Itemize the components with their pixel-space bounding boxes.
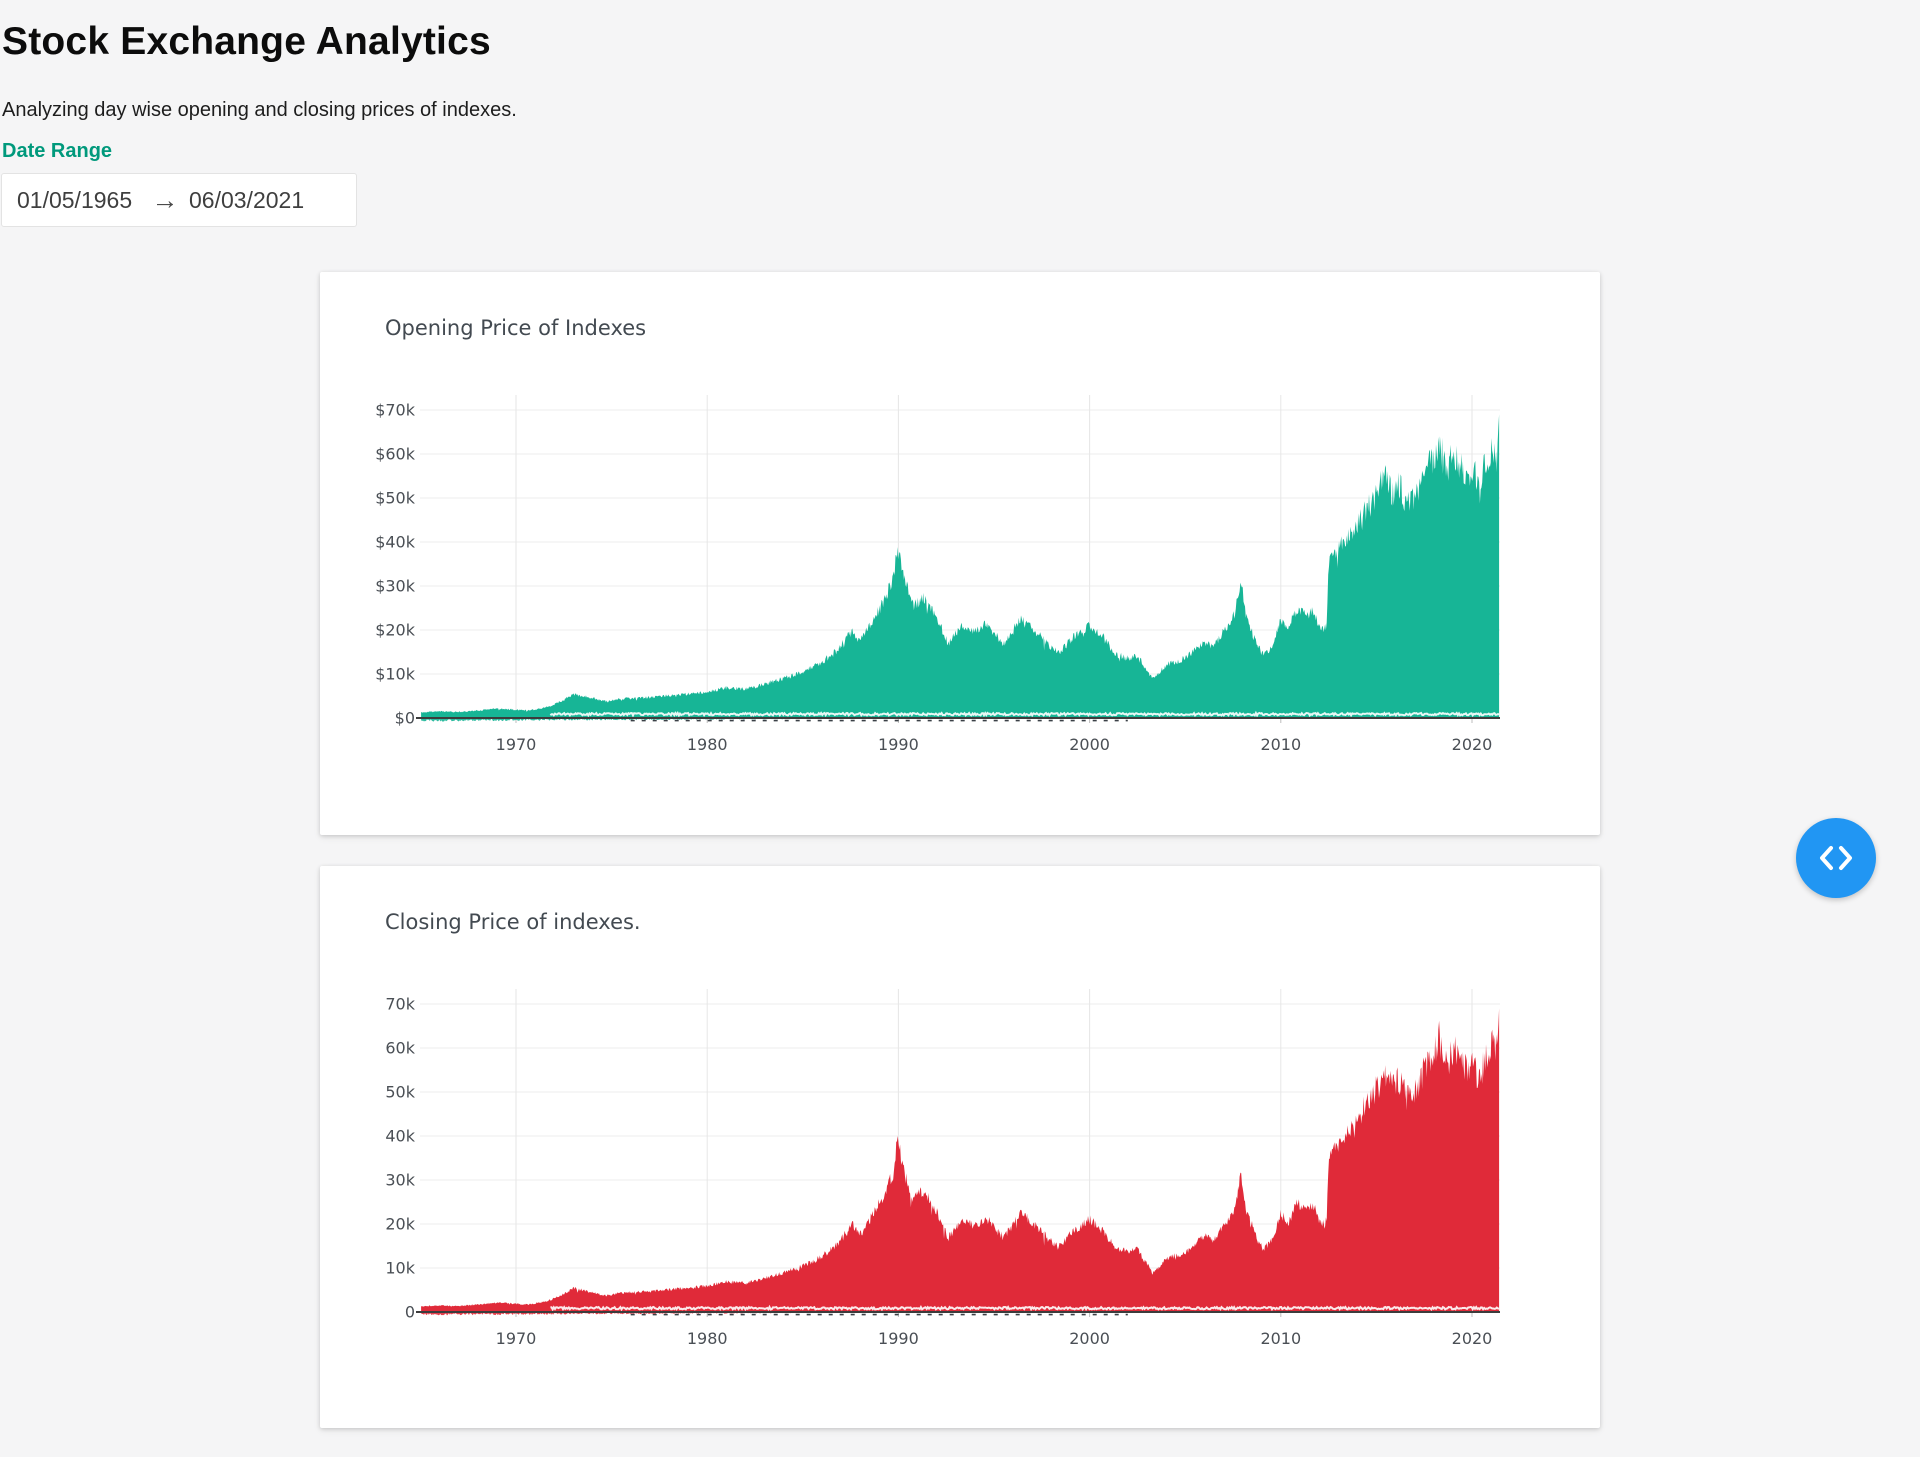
svg-text:1990: 1990 bbox=[878, 735, 919, 754]
svg-text:30k: 30k bbox=[385, 1171, 415, 1190]
svg-text:1980: 1980 bbox=[687, 1329, 728, 1348]
end-date-input[interactable]: 06/03/2021 bbox=[189, 186, 305, 213]
closing-price-chart[interactable]: 0 10k 20k 30k 40k 50k 60k 70k 1970 1980 1990 2000 20… bbox=[320, 976, 1600, 1366]
svg-text:2010: 2010 bbox=[1260, 1329, 1301, 1348]
opening-price-card: Opening Price of Indexes $0 $10k $20k $30k $… bbox=[320, 272, 1600, 835]
page-title: Stock Exchange Analytics bbox=[2, 20, 491, 63]
svg-text:60k: 60k bbox=[385, 1039, 415, 1058]
y-tick-labels: $0 $10k $20k $30k $40k $50k $60k $70k bbox=[375, 401, 416, 728]
svg-text:2000: 2000 bbox=[1069, 735, 1110, 754]
start-date-input[interactable]: 01/05/1965 bbox=[17, 186, 133, 213]
baseline-separator bbox=[550, 1304, 1500, 1312]
closing-price-area bbox=[421, 1008, 1500, 1312]
page-subtitle: Analyzing day wise opening and closing p… bbox=[2, 99, 517, 121]
svg-text:$20k: $20k bbox=[375, 621, 416, 640]
svg-text:10k: 10k bbox=[385, 1259, 415, 1278]
svg-text:20k: 20k bbox=[385, 1215, 415, 1234]
svg-text:2010: 2010 bbox=[1260, 735, 1301, 754]
closing-price-card: Closing Price of indexes. 0 10k 20k 30k 40k 5… bbox=[320, 866, 1600, 1428]
svg-text:$0: $0 bbox=[395, 709, 415, 728]
code-toggle-button[interactable] bbox=[1796, 818, 1876, 898]
svg-text:$30k: $30k bbox=[375, 577, 416, 596]
svg-text:$70k: $70k bbox=[375, 401, 416, 420]
svg-text:1990: 1990 bbox=[878, 1329, 919, 1348]
x-tick-labels: 1970 1980 1990 2000 2010 2020 bbox=[496, 735, 1493, 754]
svg-text:50k: 50k bbox=[385, 1083, 415, 1102]
y-tick-labels: 0 10k 20k 30k 40k 50k 60k 70k bbox=[385, 995, 415, 1322]
date-range-picker[interactable]: 01/05/1965 → 06/03/2021 bbox=[1, 173, 357, 227]
opening-chart-title: Opening Price of Indexes bbox=[385, 316, 647, 340]
svg-text:$60k: $60k bbox=[375, 445, 416, 464]
svg-text:1980: 1980 bbox=[687, 735, 728, 754]
svg-text:40k: 40k bbox=[385, 1127, 415, 1146]
closing-chart-title: Closing Price of indexes. bbox=[385, 910, 641, 934]
svg-text:2020: 2020 bbox=[1452, 1329, 1493, 1348]
svg-text:$40k: $40k bbox=[375, 533, 416, 552]
svg-text:$50k: $50k bbox=[375, 489, 416, 508]
svg-text:70k: 70k bbox=[385, 995, 415, 1014]
code-chevrons-icon bbox=[1820, 846, 1852, 870]
svg-text:1970: 1970 bbox=[496, 1329, 537, 1348]
date-range-label: Date Range bbox=[2, 140, 113, 162]
baseline-separator bbox=[549, 710, 1500, 718]
svg-text:0: 0 bbox=[405, 1303, 415, 1322]
svg-text:$10k: $10k bbox=[375, 665, 416, 684]
svg-text:2000: 2000 bbox=[1069, 1329, 1110, 1348]
opening-price-area bbox=[421, 414, 1500, 718]
arrow-right-icon: → bbox=[151, 184, 179, 215]
svg-text:2020: 2020 bbox=[1452, 735, 1493, 754]
svg-text:1970: 1970 bbox=[496, 735, 537, 754]
x-tick-labels: 1970 1980 1990 2000 2010 2020 bbox=[496, 1329, 1493, 1348]
